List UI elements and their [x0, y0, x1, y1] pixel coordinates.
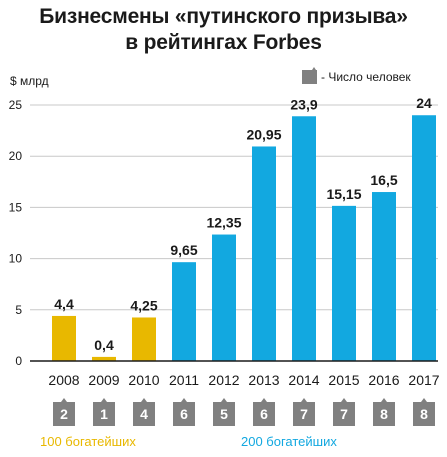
y-axis-ticks: 0 5 10 15 20 25: [9, 98, 23, 368]
data-label-2016: 16,5: [370, 172, 397, 188]
x-tick-label-2013: 2013: [248, 372, 279, 388]
data-label-2017: 24: [416, 95, 432, 111]
people-count-box-2010: [133, 398, 155, 426]
data-label-2012: 12,35: [206, 215, 241, 231]
people-count-box-2011: [173, 398, 195, 426]
people-count-box-2017: [413, 398, 435, 426]
x-tick-label-2009: 2009: [88, 372, 119, 388]
people-count-box-2014: [293, 398, 315, 426]
x-tick-label-2011: 2011: [169, 372, 199, 388]
people-count-box-2013: [253, 398, 275, 426]
data-label-2010: 4,25: [130, 297, 157, 313]
x-tick-label-2015: 2015: [328, 372, 359, 388]
people-count-2008: 2: [60, 406, 68, 422]
data-label-2008: 4,4: [54, 296, 74, 312]
data-label-2014: 23,9: [290, 96, 317, 112]
x-tick-label-2012: 2012: [208, 372, 239, 388]
bar-2010: [132, 317, 156, 361]
y-tick-label: 15: [9, 200, 23, 214]
y-tick-label: 20: [9, 149, 23, 163]
people-count-box-2015: [333, 398, 355, 426]
y-tick-label: 25: [9, 98, 23, 112]
people-count-2009: 1: [100, 406, 108, 422]
y-tick-label: 0: [15, 354, 22, 368]
people-count-2016: 8: [380, 406, 388, 422]
x-tick-label-2017: 2017: [408, 372, 439, 388]
chart-title-line-1: Бизнесмены «путинского призыва»: [39, 5, 408, 28]
people-count-markers: 2 1 4 6 5 6 7 7 8 8: [53, 398, 435, 426]
people-count-2015: 7: [340, 406, 348, 422]
bars: [52, 115, 436, 362]
data-label-2009: 0,4: [94, 337, 114, 353]
people-count-2012: 5: [220, 406, 228, 422]
bar-2017: [412, 115, 436, 362]
group-label-1: 200 богатейших: [241, 434, 337, 449]
data-label-2013: 20,95: [246, 126, 281, 142]
data-label-2015: 15,15: [326, 186, 361, 202]
legend: - Число человек: [302, 67, 411, 84]
bar-2015: [332, 205, 356, 361]
people-count-2011: 6: [180, 406, 188, 422]
people-count-2010: 4: [140, 406, 148, 422]
bar-2009: [92, 356, 116, 361]
people-count-box-2009: [93, 398, 115, 426]
bar-2012: [212, 234, 236, 361]
people-count-2013: 6: [260, 406, 268, 422]
people-count-2014: 7: [300, 406, 308, 422]
people-count-2017: 8: [420, 406, 428, 422]
bar-2016: [372, 192, 396, 361]
chart-title-line-2: в рейтингах Forbes: [125, 31, 322, 54]
x-axis-tick-labels: 2008 2009 2010 2011 2012 2013 2014 2015 2016 2017: [48, 372, 439, 388]
data-labels: 4,4 0,4 4,25 9,65 12,35 20,95 23,9 15,15 16,5 24: [54, 95, 432, 353]
x-tick-label-2010: 2010: [128, 372, 159, 388]
data-label-2011: 9,65: [170, 242, 197, 258]
x-tick-label-2016: 2016: [368, 372, 399, 388]
bar-2011: [172, 262, 196, 361]
bar-2014: [292, 116, 316, 361]
chart-title: Бизнесмены «путинского призыва» в рейтин…: [0, 4, 447, 56]
y-tick-label: 10: [9, 252, 23, 266]
y-tick-label: 5: [15, 303, 22, 317]
people-count-box-2008: [53, 398, 75, 426]
people-count-box-2012: [213, 398, 235, 426]
people-count-box-2016: [373, 398, 395, 426]
x-tick-label-2014: 2014: [288, 372, 319, 388]
group-labels: 100 богатейших 200 богатейших: [40, 434, 337, 449]
x-tick-label-2008: 2008: [48, 372, 79, 388]
legend-marker: [302, 67, 317, 84]
bar-2013: [252, 146, 276, 361]
group-label-0: 100 богатейших: [40, 434, 136, 449]
bar-2008: [52, 315, 76, 361]
legend-label: - Число человек: [321, 70, 411, 84]
y-axis-label: $ млрд: [10, 74, 49, 88]
